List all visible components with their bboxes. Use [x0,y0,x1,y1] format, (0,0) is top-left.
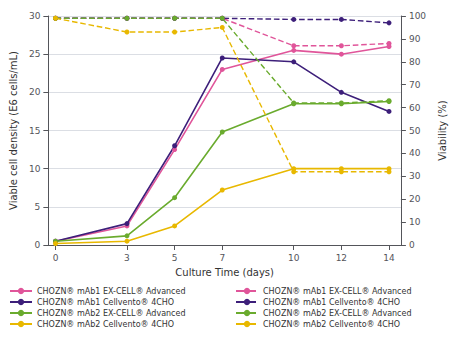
svg-text:20: 20 [29,87,41,97]
svg-text:15: 15 [29,126,40,136]
svg-text:25: 25 [29,49,40,59]
svg-text:7: 7 [219,253,225,263]
svg-text:Culture Time (days): Culture Time (days) [175,267,274,278]
svg-text:10: 10 [409,217,421,227]
svg-text:CHOZN® mAb2 EX-CELL® Advanced: CHOZN® mAb2 EX-CELL® Advanced [263,309,412,318]
svg-text:0: 0 [53,253,59,263]
svg-text:30: 30 [29,11,41,21]
svg-text:80: 80 [409,57,421,67]
svg-text:CHOZN® mAb2 Cellvento® 4CHO: CHOZN® mAb2 Cellvento® 4CHO [37,320,174,329]
svg-text:100: 100 [409,11,426,21]
svg-text:CHOZN® mAb1 Cellvento® 4CHO: CHOZN® mAb1 Cellvento® 4CHO [263,298,400,307]
svg-text:5: 5 [172,253,178,263]
svg-text:10: 10 [288,253,300,263]
svg-text:30: 30 [409,171,421,181]
svg-text:CHOZN® mAb2 EX-CELL® Advanced: CHOZN® mAb2 EX-CELL® Advanced [37,309,186,318]
svg-text:40: 40 [409,148,421,158]
svg-text:20: 20 [409,194,421,204]
svg-text:0: 0 [409,240,415,250]
svg-text:10: 10 [29,164,41,174]
svg-text:Viability (%): Viability (%) [437,100,448,161]
svg-text:70: 70 [409,80,421,90]
svg-text:3: 3 [124,253,130,263]
svg-text:14: 14 [383,253,395,263]
svg-text:5: 5 [35,202,41,212]
svg-text:Viable cell density (E6 cells/: Viable cell density (E6 cells/mL) [8,51,19,210]
svg-text:CHOZN® mAb1 EX-CELL® Advanced: CHOZN® mAb1 EX-CELL® Advanced [37,287,186,296]
svg-text:CHOZN® mAb2 Cellvento® 4CHO: CHOZN® mAb2 Cellvento® 4CHO [263,320,400,329]
svg-text:0: 0 [35,240,41,250]
svg-text:50: 50 [409,126,421,136]
svg-text:CHOZN® mAb1 EX-CELL® Advanced: CHOZN® mAb1 EX-CELL® Advanced [263,287,412,296]
svg-text:90: 90 [409,34,421,44]
svg-text:CHOZN® mAb1 Cellvento® 4CHO: CHOZN® mAb1 Cellvento® 4CHO [37,298,174,307]
svg-text:12: 12 [336,253,347,263]
svg-text:60: 60 [409,103,421,113]
